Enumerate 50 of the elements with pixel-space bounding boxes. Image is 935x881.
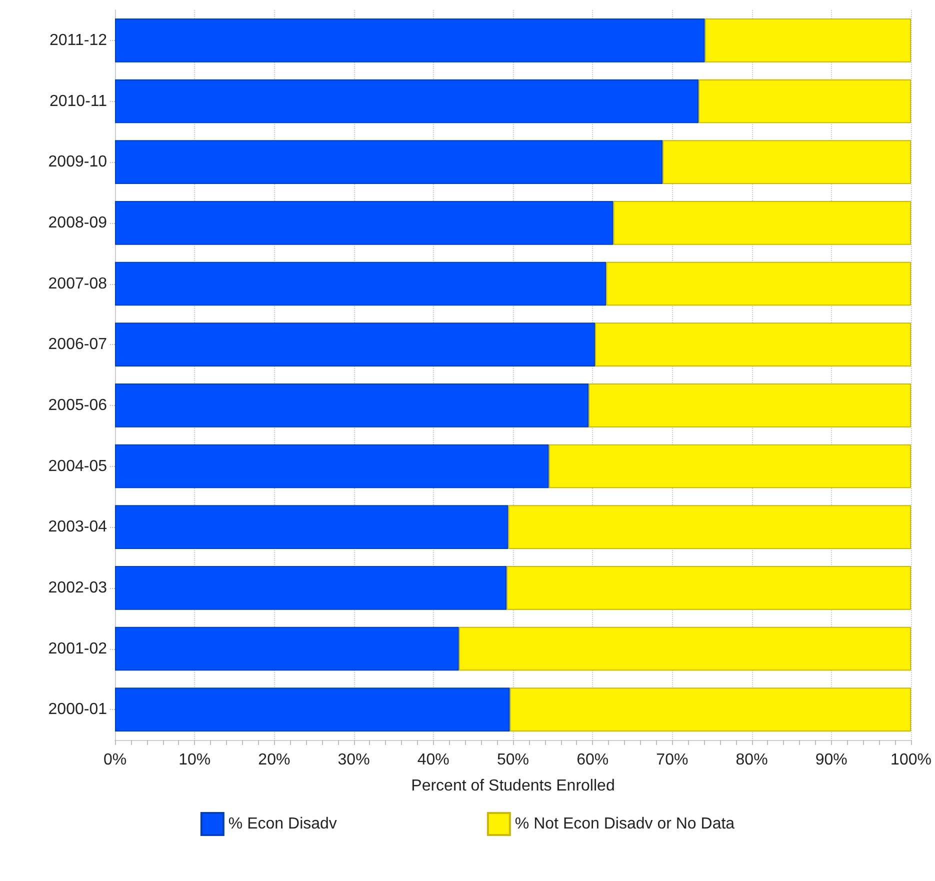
bar xyxy=(548,444,911,488)
y-tick-label: 2003-04 xyxy=(48,518,108,536)
bar xyxy=(510,688,911,732)
bar xyxy=(662,140,911,184)
y-tick-label: 2007-08 xyxy=(48,275,108,292)
x-tick-label: 20% xyxy=(258,752,290,768)
bar xyxy=(704,18,911,62)
bar xyxy=(115,18,705,62)
bar xyxy=(115,262,606,306)
x-tick-label: 10% xyxy=(178,752,211,768)
bar xyxy=(115,566,507,610)
bar xyxy=(506,566,911,610)
y-tick-label: 2008-09 xyxy=(48,214,108,232)
legend-label: % Not Econ Disadv or No Data xyxy=(514,816,735,832)
bar xyxy=(115,322,595,366)
bar xyxy=(115,505,508,549)
bar xyxy=(115,626,459,671)
y-tick-label: 2002-03 xyxy=(48,579,108,596)
bar xyxy=(588,384,911,428)
y-tick-label: 2006-07 xyxy=(48,336,108,354)
y-tick-label: 2010-11 xyxy=(49,92,108,110)
x-tick-label: 90% xyxy=(815,752,848,768)
bar xyxy=(115,140,663,184)
bar xyxy=(613,201,911,245)
bar xyxy=(115,444,549,488)
x-axis-title: Percent of Students Enrolled xyxy=(411,778,615,794)
bar xyxy=(698,79,911,124)
y-tick-label: 2005-06 xyxy=(48,396,108,414)
x-tick-label: 40% xyxy=(417,752,450,768)
bar xyxy=(115,384,589,428)
y-tick-label: 2009-10 xyxy=(48,154,108,171)
y-tick-label: 2004-05 xyxy=(48,458,108,475)
y-tick-label: 2011-12 xyxy=(49,32,108,49)
bar xyxy=(594,322,911,366)
bar xyxy=(115,201,614,245)
x-tick-label: 0% xyxy=(103,752,127,768)
y-tick-label: 2001-02 xyxy=(48,640,108,658)
x-tick-label: 80% xyxy=(736,752,768,768)
x-tick-label: 60% xyxy=(576,752,609,768)
x-tick-label: 100% xyxy=(890,752,932,768)
bar xyxy=(508,505,911,549)
x-tick-label: 50% xyxy=(496,752,530,768)
y-tick-label: 2000-01 xyxy=(48,701,108,718)
bar xyxy=(606,262,911,306)
legend-label: % Econ Disadv xyxy=(228,816,337,832)
bar xyxy=(115,688,510,732)
bar xyxy=(115,79,698,124)
x-tick-label: 70% xyxy=(656,752,688,768)
bar xyxy=(458,626,911,671)
x-tick-label: 30% xyxy=(338,752,370,768)
